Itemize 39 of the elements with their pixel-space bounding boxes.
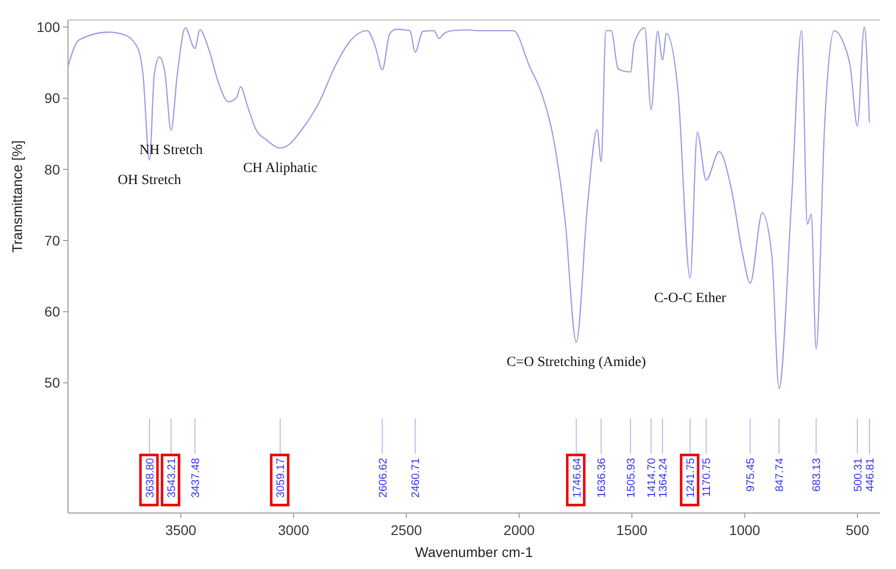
ref-line-label: 446.81 [864, 458, 876, 492]
ref-line-label: 500.31 [852, 458, 864, 492]
ref-line-label: 3059.17 [275, 458, 288, 498]
annotation: C=O Stretching (Amide) [506, 355, 646, 370]
ref-line-label: 1364.24 [658, 458, 670, 498]
ref-line-label: 1505.93 [626, 458, 638, 498]
y-tick-label: 90 [44, 90, 60, 106]
ref-line-label: 1241.75 [685, 458, 698, 498]
x-tick-label: 500 [846, 522, 870, 538]
ref-line-label: 3437.48 [190, 458, 202, 498]
ref-line-label: 2460.71 [410, 458, 422, 498]
y-tick-label: 100 [36, 19, 60, 36]
ref-line-label: 683.13 [811, 458, 824, 492]
ref-line-label: 847.74 [774, 458, 786, 492]
x-axis-title: Wavenumber cm-1 [415, 544, 534, 560]
x-tick-label: 3000 [278, 522, 310, 538]
y-tick-label: 80 [44, 161, 60, 178]
ref-line-label: 975.45 [745, 458, 758, 492]
x-tick-label: 1000 [729, 522, 760, 538]
ref-line-label: 1746.64 [571, 458, 584, 498]
x-tick-label: 2500 [390, 522, 422, 538]
y-tick-label: 70 [44, 232, 60, 248]
ref-line-label: 1636.36 [596, 458, 608, 498]
ref-line-label: 1170.75 [701, 458, 714, 497]
y-tick-label: 60 [44, 304, 60, 320]
annotation: CH Aliphatic [243, 160, 318, 176]
annotation: C-O-C Ether [654, 291, 726, 306]
line-series [67, 26, 870, 390]
annotation: OH Stretch [118, 173, 182, 188]
y-tick-label: 50 [44, 374, 60, 391]
annotation: NH Stretch [139, 143, 203, 158]
x-tick-label: 3500 [165, 522, 197, 538]
ref-line-label: 3543.21 [166, 458, 178, 498]
ref-line-label: 2606.62 [377, 458, 390, 498]
ref-line-label: 3638.80 [144, 458, 156, 498]
x-tick-label: 1500 [616, 522, 648, 538]
x-tick-label: 2000 [504, 522, 535, 538]
ref-line-label: 1414.70 [646, 458, 658, 498]
y-axis-title: Transmittance [%] [9, 140, 25, 253]
